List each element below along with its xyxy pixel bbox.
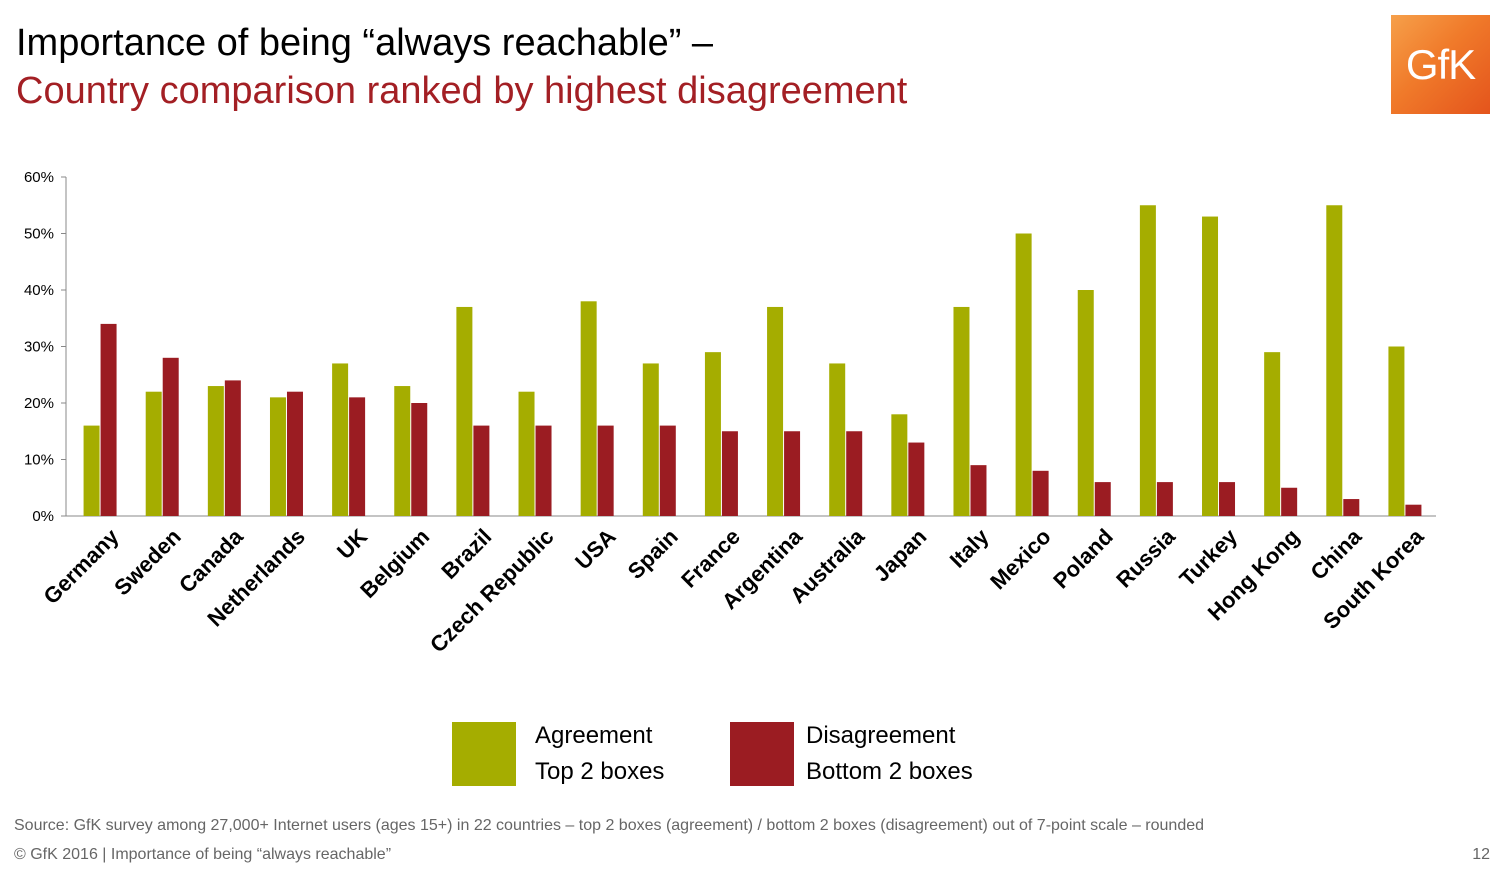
bar-agreement [394, 386, 411, 516]
bar-disagreement [1032, 470, 1049, 516]
legend-disagreement-label: Disagreement [806, 722, 956, 749]
bar-agreement [642, 363, 659, 516]
bar-disagreement [1281, 487, 1298, 516]
x-tick-label: Poland [1048, 524, 1118, 594]
bar-disagreement [411, 403, 428, 516]
logo-text: GfK [1405, 40, 1476, 88]
bar-agreement [145, 391, 162, 516]
x-tick-label: China [1305, 523, 1366, 584]
x-tick-label: Sweden [109, 524, 185, 600]
bar-disagreement [224, 380, 241, 516]
x-tick-label: Russia [1111, 523, 1180, 592]
legend-disagreement-sublabel: Bottom 2 boxes [806, 758, 973, 785]
y-tick-label: 60% [24, 169, 54, 186]
bar-disagreement [1156, 482, 1173, 516]
x-tick-label: Spain [623, 524, 683, 584]
page-number: 12 [1472, 846, 1490, 863]
x-tick-label: Brazil [436, 524, 496, 584]
bar-disagreement [597, 425, 614, 516]
x-tick-label: Mexico [985, 524, 1055, 594]
y-tick-label: 0% [32, 508, 54, 525]
bar-disagreement [162, 357, 179, 516]
bar-agreement [1015, 233, 1032, 516]
bar-disagreement [473, 425, 490, 516]
bar-agreement [1202, 216, 1219, 517]
bar-agreement [1264, 352, 1281, 516]
x-tick-label: Italy [945, 523, 994, 572]
bar-agreement [207, 386, 224, 516]
bar-agreement [83, 425, 100, 516]
bar-agreement [1139, 205, 1156, 516]
bar-disagreement [908, 442, 925, 516]
bar-agreement [1077, 290, 1094, 516]
bar-agreement [953, 306, 970, 516]
bar-disagreement [535, 425, 552, 516]
bar-agreement [1326, 205, 1343, 516]
bar-disagreement [349, 397, 366, 516]
bar-disagreement [721, 431, 738, 516]
source-note: Source: GfK survey among 27,000+ Interne… [14, 817, 1205, 834]
bar-agreement [580, 301, 597, 516]
x-tick-label: Germany [38, 523, 124, 609]
bar-disagreement [100, 323, 117, 516]
bar-chart: 0%10%20%30%40%50%60%GermanySwedenCanadaN… [24, 169, 1436, 657]
bar-agreement [1388, 346, 1405, 516]
y-tick-label: 20% [24, 395, 54, 412]
gfk-logo: GfK [1391, 15, 1490, 114]
x-tick-label: Belgium [355, 524, 434, 603]
legend-agreement-sublabel: Top 2 boxes [535, 758, 665, 785]
x-tick-label: Japan [869, 524, 932, 587]
bar-disagreement [1405, 504, 1422, 516]
bar-agreement [518, 391, 535, 516]
y-tick-label: 50% [24, 226, 54, 243]
bar-disagreement [1343, 499, 1360, 516]
x-tick-label: USA [570, 524, 621, 575]
bar-agreement [456, 306, 473, 516]
bar-disagreement [1094, 482, 1111, 516]
bar-disagreement [286, 391, 303, 516]
bar-disagreement [846, 431, 863, 516]
bar-agreement [767, 306, 784, 516]
legend-swatch-disagreement [730, 722, 794, 786]
bar-disagreement [784, 431, 801, 516]
y-tick-label: 40% [24, 282, 54, 299]
y-tick-label: 30% [24, 339, 54, 356]
bar-agreement [829, 363, 846, 516]
y-tick-label: 10% [24, 452, 54, 469]
page-subtitle: Country comparison ranked by highest dis… [16, 70, 908, 112]
bar-agreement [332, 363, 349, 516]
bar-disagreement [1219, 482, 1236, 516]
legend-swatch-agreement [452, 722, 516, 786]
legend-agreement-label: Agreement [535, 722, 653, 749]
x-tick-label: UK [332, 524, 372, 564]
copyright-footer: © GfK 2016 | Importance of being “always… [14, 846, 392, 863]
bar-disagreement [659, 425, 676, 516]
bar-disagreement [970, 465, 987, 516]
bar-agreement [704, 352, 721, 516]
bar-agreement [891, 414, 908, 516]
page-title: Importance of being “always reachable” – [16, 22, 714, 64]
bar-agreement [269, 397, 286, 516]
